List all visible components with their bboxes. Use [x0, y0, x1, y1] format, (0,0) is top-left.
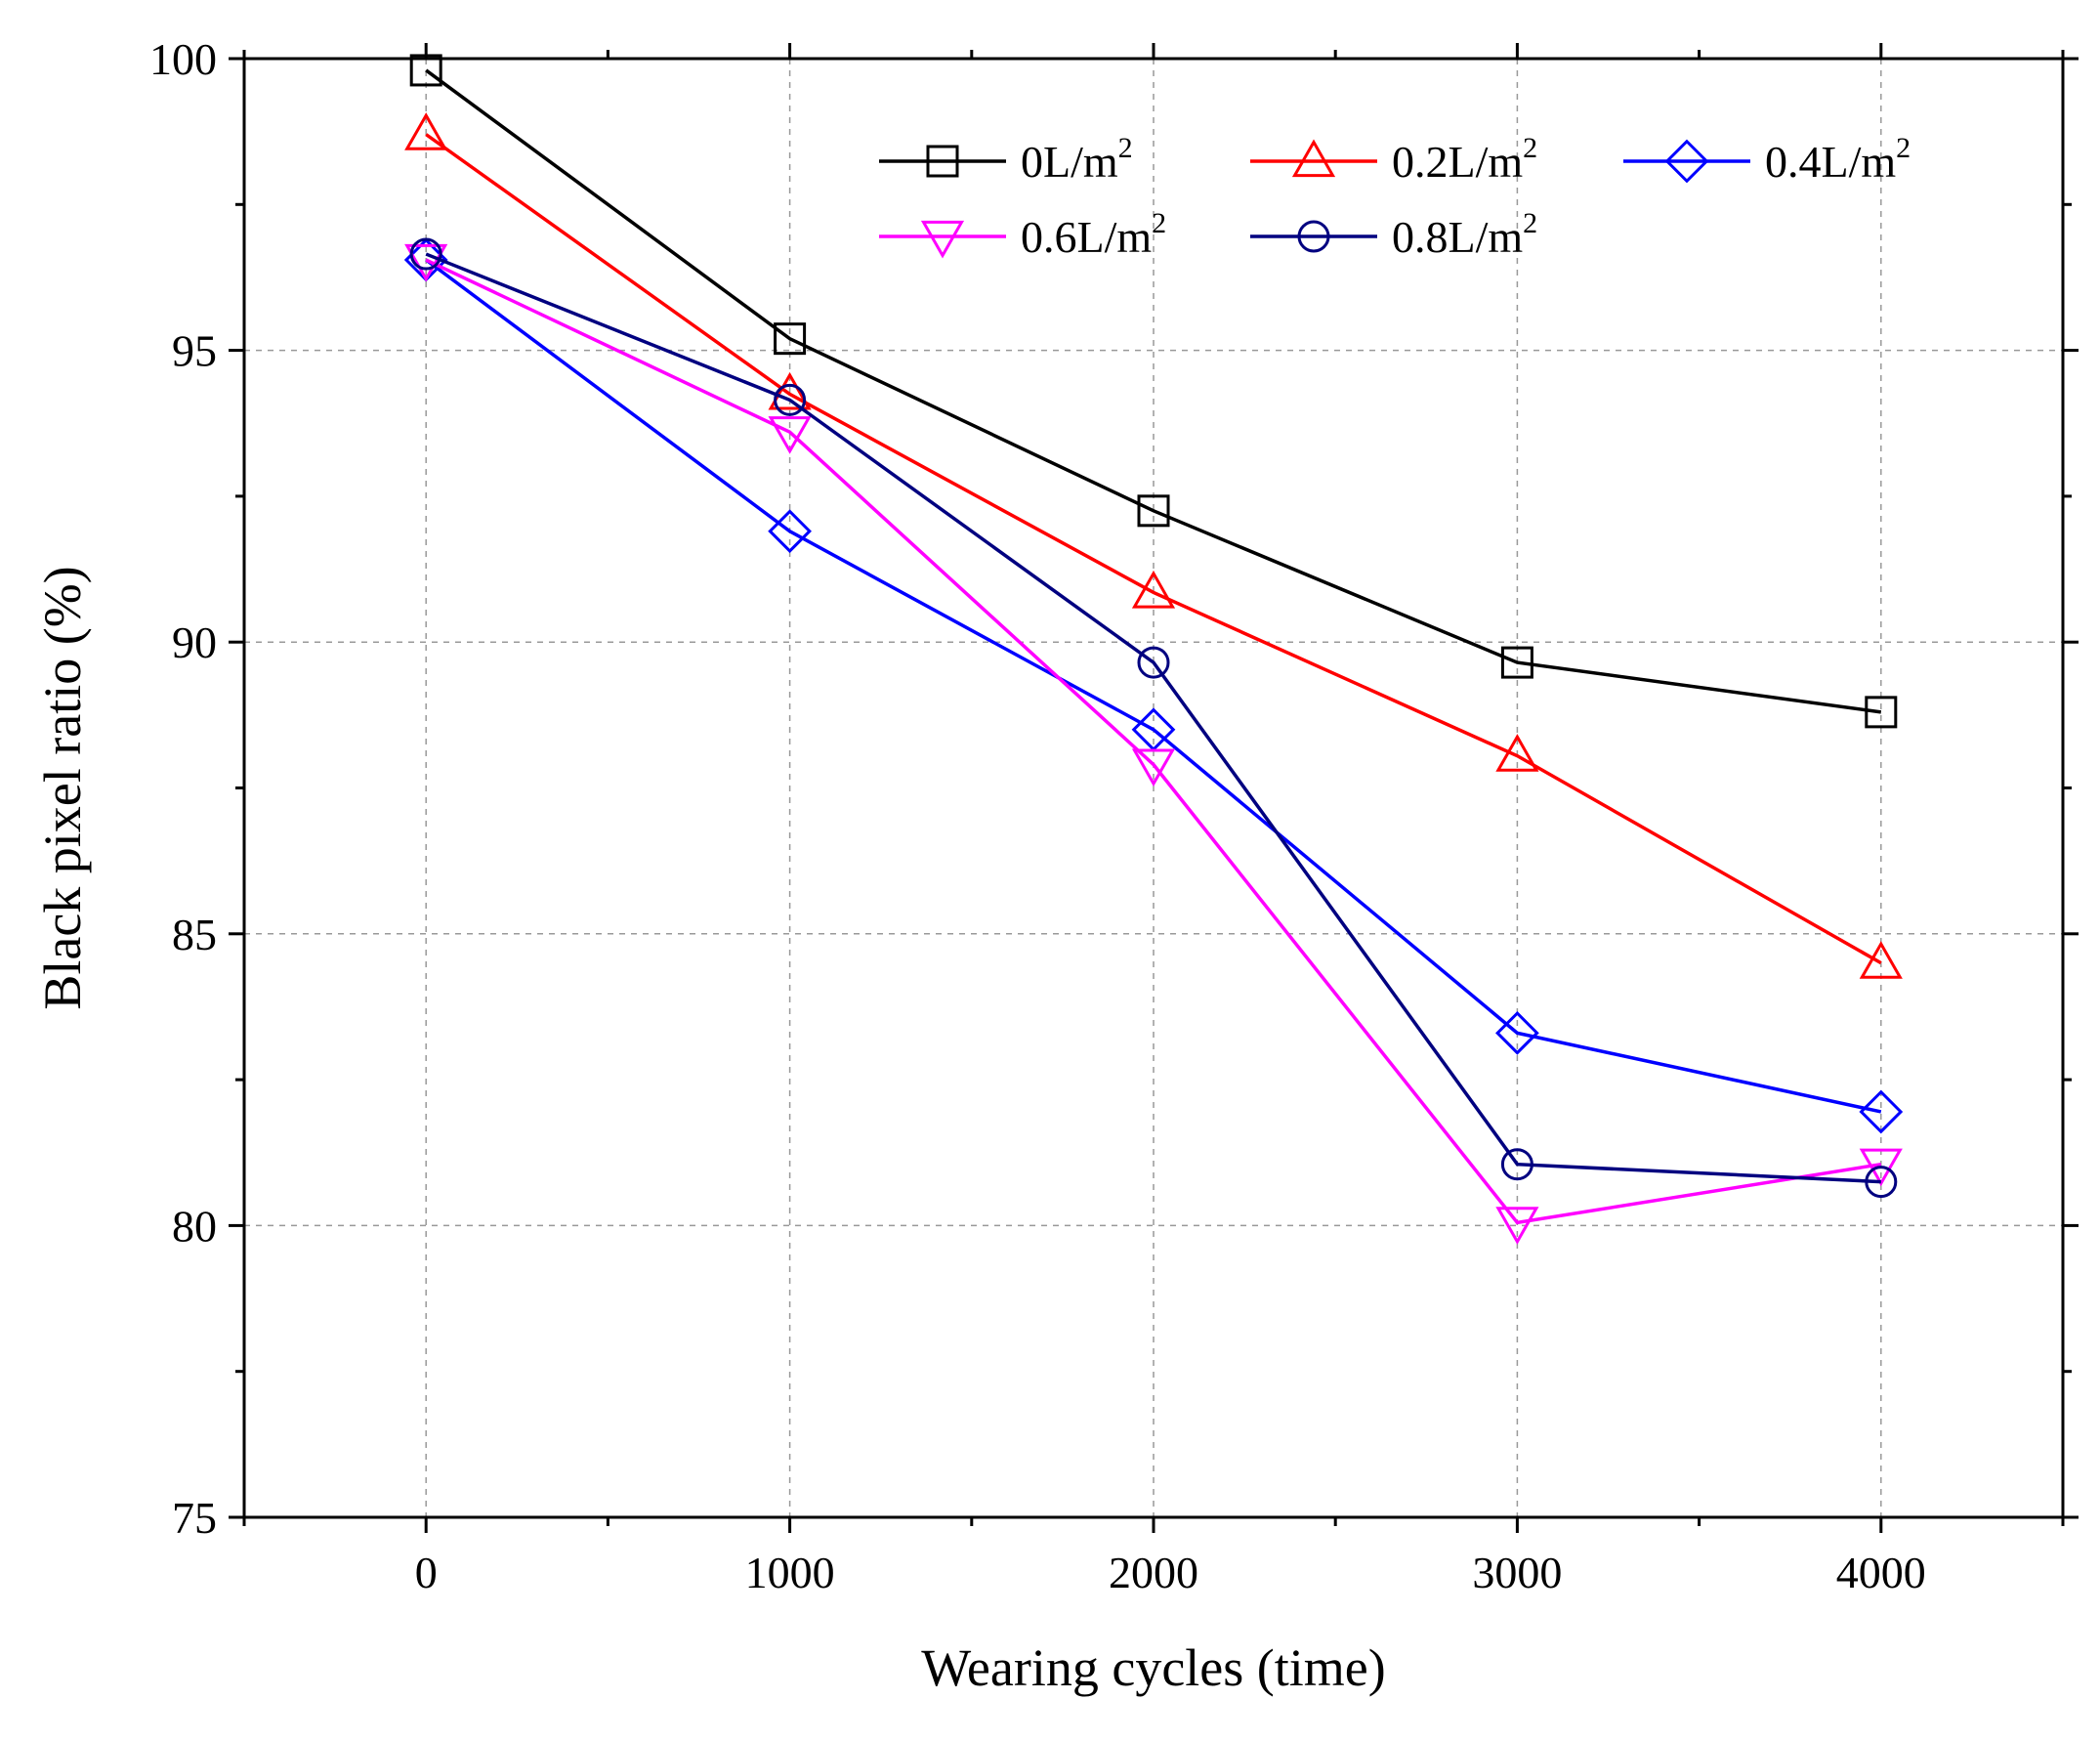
legend-label: 0.8L/m2 [1392, 207, 1537, 262]
y-tick-label: 90 [172, 617, 217, 667]
data-point [1137, 646, 1170, 679]
grid-lines [244, 59, 2063, 1517]
y-tick-label: 80 [172, 1201, 217, 1251]
legend-marker [1291, 139, 1336, 178]
data-point [1500, 1148, 1533, 1181]
data-point [1495, 734, 1539, 772]
data-point [1865, 1166, 1898, 1199]
series-0 [409, 54, 1898, 729]
data-point [774, 322, 807, 356]
legend-marker [1664, 139, 1709, 184]
x-tick-label: 3000 [1472, 1548, 1562, 1597]
legend-item: 0.8L/m2 [1250, 207, 1537, 262]
data-point [1859, 1148, 1903, 1187]
legend-label: 0L/m2 [1021, 132, 1133, 187]
x-axis-title: Wearing cycles (time) [921, 1638, 1385, 1697]
data-point [404, 243, 448, 282]
data-point [768, 371, 812, 410]
data-point [768, 509, 812, 554]
y-tick-label: 75 [172, 1493, 217, 1543]
x-tick-label: 0 [415, 1548, 438, 1597]
data-point [1137, 494, 1170, 528]
data-point [409, 237, 442, 271]
data-point [1865, 696, 1898, 729]
legend-marker [920, 220, 965, 259]
tick-labels: 0 1000 2000 3000 4000 75 80 85 90 95 100 [149, 34, 1926, 1597]
data-point [1131, 570, 1176, 609]
x-tick-label: 4000 [1836, 1548, 1926, 1597]
data-point [1131, 748, 1176, 787]
x-tick-label: 1000 [745, 1548, 835, 1597]
legend-item: 0L/m2 [879, 132, 1133, 187]
data-point [1500, 646, 1533, 679]
series-3 [404, 243, 1903, 1245]
legend-marker [926, 145, 959, 178]
series-line [425, 133, 1882, 965]
legend-item: 0.2L/m2 [1250, 132, 1537, 187]
y-axis-title: Black pixel ratio (%) [33, 566, 92, 1009]
y-tick-label: 95 [172, 326, 217, 376]
axis-ticks [229, 43, 2079, 1533]
x-tick-label: 2000 [1109, 1548, 1198, 1597]
series-line [425, 258, 1882, 1114]
series-line [425, 252, 1881, 1184]
legend-label: 0.6L/m2 [1021, 207, 1166, 262]
legend-item: 0.6L/m2 [879, 207, 1166, 262]
data-point [404, 112, 448, 150]
legend-label: 0.2L/m2 [1392, 132, 1537, 187]
data-point [1495, 1010, 1539, 1055]
legend-item: 0.4L/m2 [1623, 132, 1911, 187]
legend-label: 0.4L/m2 [1765, 132, 1911, 187]
data-point [1859, 941, 1903, 979]
data-point [1859, 1089, 1904, 1134]
data-point [774, 383, 807, 416]
series-4 [409, 237, 1898, 1199]
data-point [768, 416, 812, 454]
data-point [1495, 1207, 1539, 1245]
series-layer [403, 54, 1904, 1245]
series-line [425, 258, 1882, 1225]
series-1 [404, 112, 1903, 979]
series-line [425, 68, 1882, 714]
y-tick-label: 100 [149, 34, 217, 84]
y-tick-label: 85 [172, 910, 217, 959]
legend-marker [1297, 220, 1330, 253]
legend: 0L/m2 0.2L/m2 0.4L/m2 0.6L/m2 0.8L/m2 [879, 132, 1911, 262]
